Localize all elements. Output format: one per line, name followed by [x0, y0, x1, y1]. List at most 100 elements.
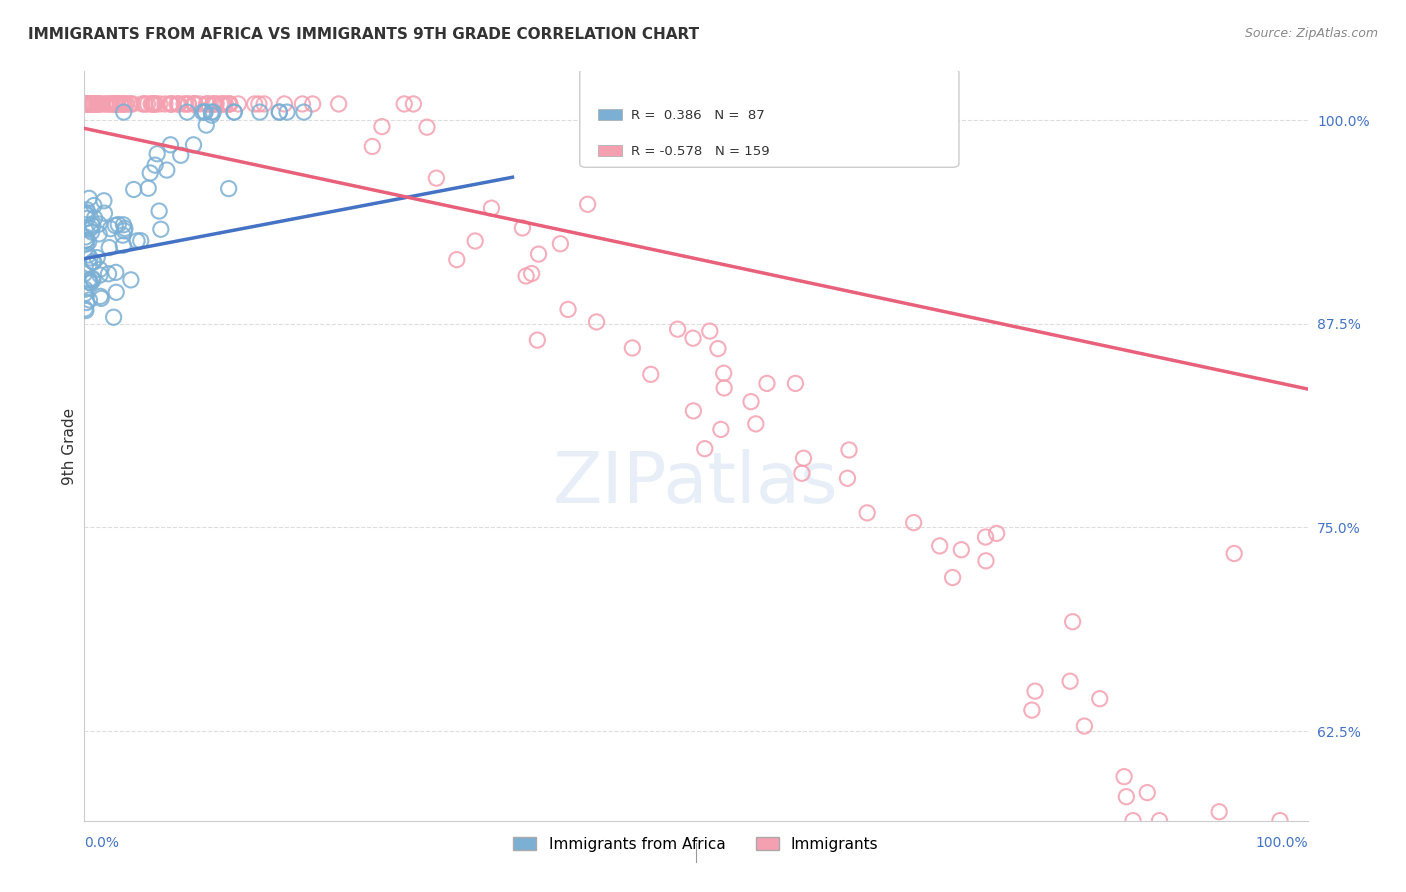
- Point: [159, 97, 181, 112]
- Point: [80, 225, 103, 239]
- Point: [120, 273, 142, 287]
- Point: [214, 97, 236, 112]
- Point: [792, 451, 814, 466]
- Point: [156, 163, 179, 178]
- Point: [276, 105, 298, 120]
- Y-axis label: 9th Grade: 9th Grade: [62, 408, 77, 484]
- Point: [176, 105, 198, 120]
- Point: [159, 97, 181, 112]
- Point: [167, 97, 190, 112]
- Point: [125, 234, 148, 248]
- Point: [105, 97, 128, 112]
- Point: [77, 273, 100, 287]
- Point: [986, 526, 1008, 541]
- Point: [75, 208, 97, 222]
- Point: [79, 251, 101, 265]
- Point: [83, 255, 105, 269]
- Point: [104, 219, 127, 233]
- Text: R = -0.578   N = 159: R = -0.578 N = 159: [631, 145, 769, 158]
- Point: [1024, 684, 1046, 698]
- Point: [105, 285, 128, 300]
- Point: [159, 137, 181, 152]
- Point: [416, 120, 439, 135]
- Point: [112, 218, 135, 232]
- Point: [83, 211, 105, 225]
- Point: [115, 97, 138, 112]
- FancyBboxPatch shape: [598, 145, 623, 156]
- Point: [142, 97, 165, 112]
- Point: [100, 97, 122, 112]
- Point: [226, 97, 249, 112]
- Point: [247, 97, 270, 112]
- Point: [188, 97, 211, 112]
- Point: [1073, 719, 1095, 733]
- Point: [515, 268, 537, 283]
- Point: [361, 139, 384, 153]
- Point: [79, 97, 101, 112]
- Point: [80, 97, 103, 112]
- Point: [98, 241, 121, 255]
- Point: [89, 262, 111, 277]
- Point: [160, 97, 183, 112]
- Point: [269, 105, 291, 120]
- Point: [183, 137, 205, 152]
- Point: [146, 146, 169, 161]
- Point: [94, 97, 117, 112]
- Point: [82, 254, 104, 268]
- Point: [183, 97, 205, 112]
- Point: [585, 315, 607, 329]
- Point: [149, 222, 172, 236]
- Point: [550, 236, 572, 251]
- Point: [79, 221, 101, 235]
- Text: IMMIGRANTS FROM AFRICA VS IMMIGRANTS 9TH GRADE CORRELATION CHART: IMMIGRANTS FROM AFRICA VS IMMIGRANTS 9TH…: [28, 27, 699, 42]
- Point: [153, 97, 176, 112]
- Text: 100.0%: 100.0%: [1256, 836, 1308, 849]
- Point: [104, 97, 127, 112]
- Point: [328, 97, 350, 112]
- Point: [112, 105, 135, 120]
- Point: [856, 506, 879, 520]
- Point: [75, 301, 97, 316]
- Point: [139, 97, 162, 112]
- Point: [218, 97, 240, 112]
- Point: [107, 97, 129, 112]
- Point: [101, 97, 124, 112]
- Point: [105, 97, 128, 112]
- Point: [76, 97, 98, 112]
- Point: [111, 228, 134, 243]
- Text: 0.0%: 0.0%: [84, 836, 120, 849]
- Point: [76, 97, 98, 112]
- Point: [136, 181, 159, 195]
- Point: [707, 342, 730, 356]
- Point: [112, 238, 135, 252]
- Point: [148, 204, 170, 219]
- Point: [122, 182, 145, 196]
- Point: [80, 218, 103, 232]
- Point: [1208, 805, 1230, 819]
- Point: [134, 97, 156, 112]
- Point: [75, 230, 97, 244]
- Point: [86, 97, 108, 112]
- Point: [112, 97, 135, 112]
- Point: [75, 234, 97, 248]
- Point: [693, 442, 716, 456]
- Point: [87, 97, 110, 112]
- Point: [1268, 814, 1291, 828]
- Point: [243, 97, 266, 112]
- Point: [142, 97, 165, 112]
- Point: [740, 394, 762, 409]
- Point: [77, 257, 100, 271]
- Point: [183, 97, 205, 112]
- Point: [201, 97, 224, 112]
- Point: [1115, 789, 1137, 804]
- Point: [621, 341, 644, 355]
- Point: [576, 197, 599, 211]
- Point: [82, 97, 104, 112]
- Point: [131, 97, 153, 112]
- Point: [75, 97, 97, 112]
- Point: [82, 97, 104, 112]
- Point: [93, 206, 115, 220]
- Point: [527, 247, 550, 261]
- Point: [98, 97, 121, 112]
- Point: [291, 97, 314, 112]
